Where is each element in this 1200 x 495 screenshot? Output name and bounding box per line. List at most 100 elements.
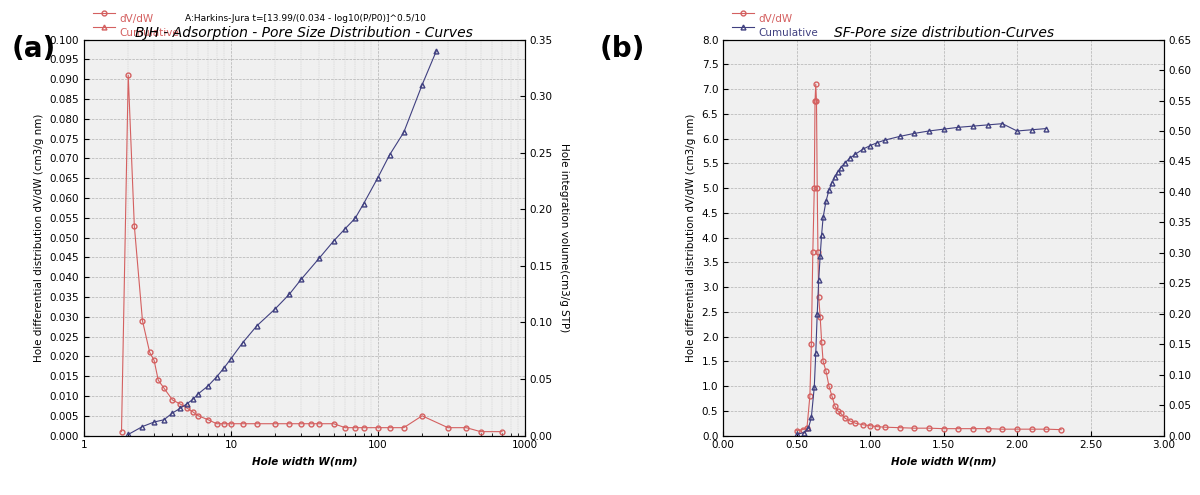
Cumulative — [371, 175, 385, 181]
dV/dW — [838, 415, 852, 421]
Title: BJH - Adsorption - Pore Size Distribution - Curves: BJH - Adsorption - Pore Size Distributio… — [136, 26, 473, 40]
Cumulative — [173, 405, 187, 411]
dV/dW — [816, 358, 830, 364]
dV/dW — [371, 425, 385, 431]
dV/dW — [809, 99, 823, 104]
Cumulative — [180, 401, 194, 407]
Cumulative — [809, 350, 823, 356]
Cumulative — [863, 143, 877, 148]
Cumulative — [294, 277, 308, 283]
Line: dV/dW: dV/dW — [794, 82, 1063, 433]
Cumulative — [834, 164, 848, 170]
Line: dV/dW: dV/dW — [119, 73, 504, 434]
dV/dW — [200, 417, 215, 423]
dV/dW — [121, 72, 136, 78]
Cumulative — [348, 215, 362, 221]
Text: dV/dW: dV/dW — [758, 14, 792, 24]
dV/dW — [494, 429, 509, 435]
dV/dW — [809, 81, 823, 87]
Cumulative — [356, 200, 371, 206]
dV/dW — [235, 421, 250, 427]
X-axis label: Hole width W(nm): Hole width W(nm) — [890, 456, 996, 466]
Y-axis label: Hole integration volume(cm3/g STP): Hole integration volume(cm3/g STP) — [559, 143, 570, 332]
dV/dW — [157, 385, 172, 391]
Cumulative — [842, 155, 857, 161]
dV/dW — [191, 413, 205, 419]
dV/dW — [842, 418, 857, 424]
Cumulative — [157, 417, 172, 423]
Cumulative — [856, 147, 870, 152]
dV/dW — [304, 421, 318, 427]
dV/dW — [980, 426, 995, 432]
dV/dW — [922, 425, 936, 431]
Text: Cumulative: Cumulative — [119, 28, 179, 38]
Y-axis label: Hole integration volume (cm3/g STP): Hole integration volume (cm3/g STP) — [1199, 142, 1200, 334]
Cumulative — [396, 129, 410, 135]
dV/dW — [811, 294, 826, 300]
dV/dW — [383, 425, 397, 431]
dV/dW — [848, 420, 863, 426]
Cumulative — [146, 419, 161, 425]
dV/dW — [804, 341, 818, 347]
dV/dW — [440, 425, 455, 431]
dV/dW — [114, 429, 128, 435]
Cumulative — [415, 82, 430, 88]
Cumulative — [922, 128, 936, 134]
dV/dW — [1054, 427, 1068, 433]
Y-axis label: Hole differential distribution dV/dW (cm3/g nm): Hole differential distribution dV/dW (cm… — [34, 113, 44, 362]
dV/dW — [396, 425, 410, 431]
Text: (a): (a) — [12, 35, 56, 63]
dV/dW — [811, 249, 826, 255]
dV/dW — [348, 425, 362, 431]
dV/dW — [282, 421, 296, 427]
Cumulative — [1025, 127, 1039, 133]
dV/dW — [1025, 426, 1039, 432]
dV/dW — [834, 410, 848, 416]
Cumulative — [1039, 126, 1054, 132]
Cumulative — [818, 198, 833, 204]
dV/dW — [796, 427, 810, 433]
Cumulative — [815, 232, 829, 238]
dV/dW — [1010, 426, 1025, 432]
dV/dW — [127, 223, 142, 229]
Text: (b): (b) — [600, 35, 646, 63]
Y-axis label: Hole differential distribution dV/dW (cm3/g nm): Hole differential distribution dV/dW (cm… — [686, 113, 696, 362]
Cumulative — [952, 124, 966, 130]
dV/dW — [907, 425, 922, 431]
Title: SF-Pore size distribution-Curves: SF-Pore size distribution-Curves — [834, 26, 1054, 40]
dV/dW — [808, 99, 822, 104]
Cumulative — [326, 238, 341, 244]
dV/dW — [250, 421, 264, 427]
Cumulative — [166, 410, 180, 416]
dV/dW — [870, 424, 884, 430]
Cumulative — [1010, 128, 1025, 134]
Cumulative — [870, 140, 884, 146]
dV/dW — [812, 314, 827, 320]
Cumulative — [893, 134, 907, 140]
dV/dW — [966, 426, 980, 432]
Cumulative — [980, 122, 995, 128]
Cumulative — [223, 356, 238, 362]
Cumulative — [802, 425, 816, 431]
Cumulative — [812, 253, 827, 259]
dV/dW — [815, 339, 829, 345]
Cumulative — [830, 169, 845, 175]
dV/dW — [415, 413, 430, 419]
dV/dW — [356, 425, 371, 431]
Cumulative — [810, 311, 824, 317]
Cumulative — [235, 340, 250, 346]
Cumulative — [790, 432, 804, 438]
dV/dW — [312, 421, 326, 427]
Cumulative — [995, 121, 1009, 127]
Cumulative — [824, 180, 839, 186]
Cumulative — [282, 291, 296, 297]
Text: Cumulative: Cumulative — [758, 28, 818, 38]
dV/dW — [143, 349, 157, 355]
Cumulative — [383, 152, 397, 158]
Cumulative — [828, 174, 842, 180]
Cumulative — [808, 384, 822, 390]
Cumulative — [936, 126, 950, 132]
dV/dW — [473, 429, 487, 435]
dV/dW — [799, 425, 814, 431]
Cumulative — [816, 214, 830, 220]
